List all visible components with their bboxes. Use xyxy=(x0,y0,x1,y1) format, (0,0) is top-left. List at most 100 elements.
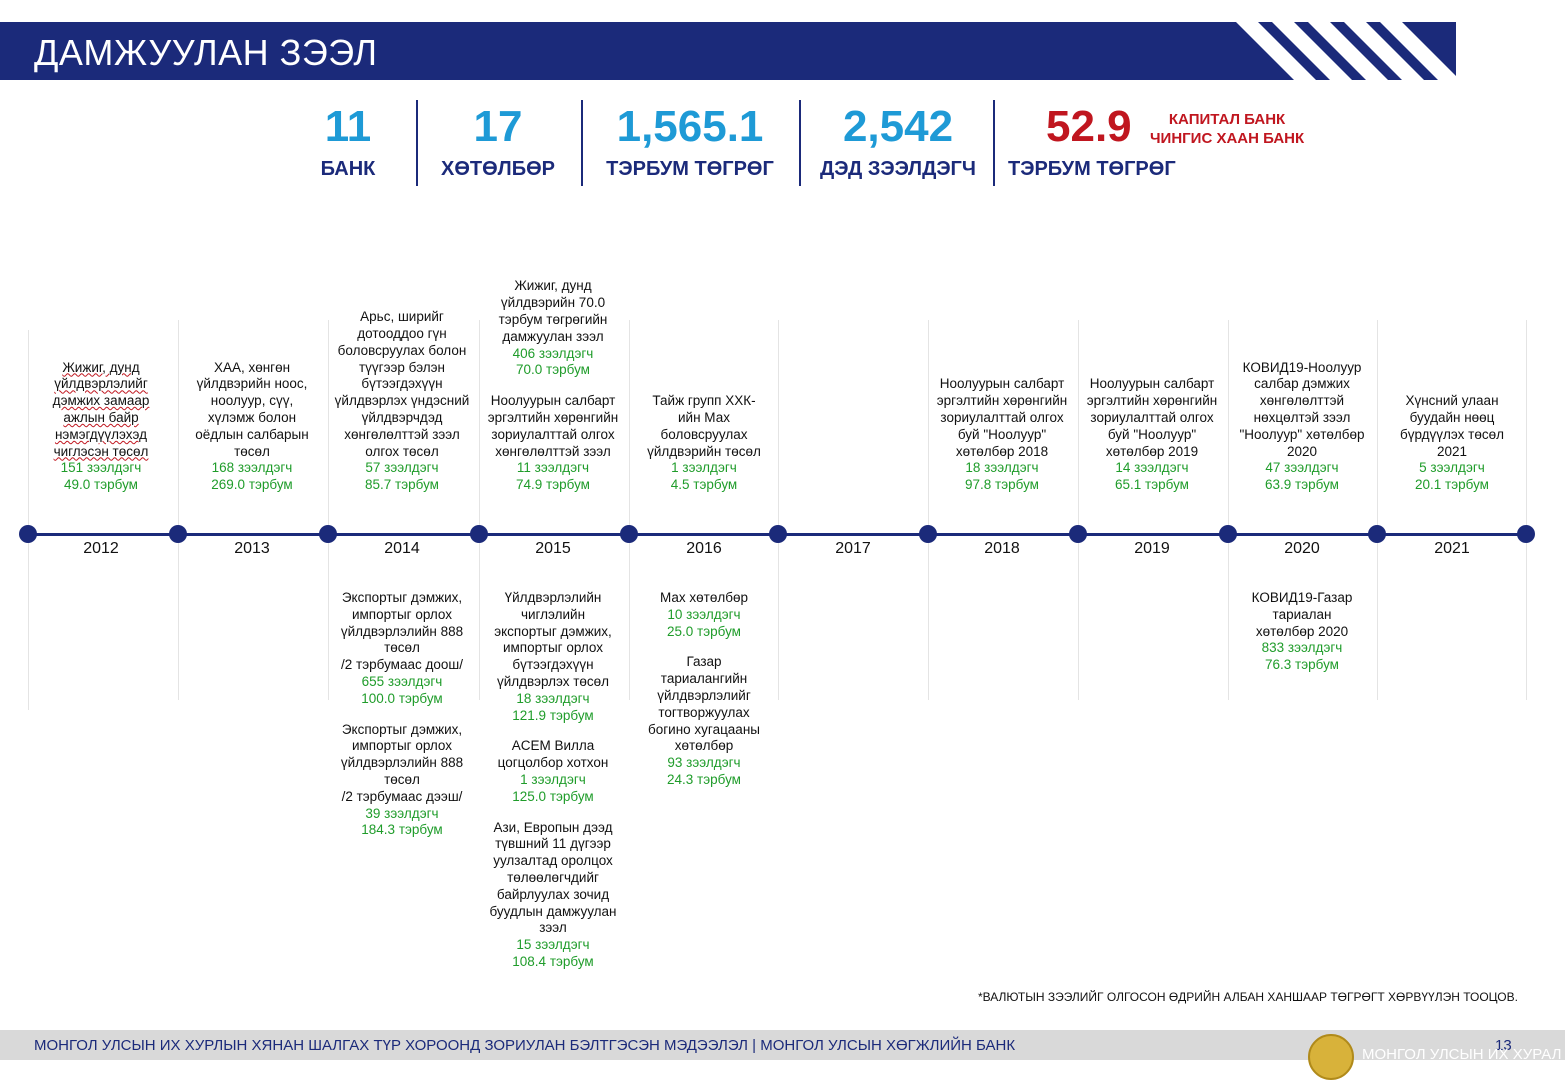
loan-amount: 70.0 тэрбум xyxy=(516,362,590,378)
loan-program: Экспортыг дэмжих, импортыг орлох үйлдвэр… xyxy=(328,590,476,708)
loan-amount: 269.0 тэрбум xyxy=(211,477,293,493)
program-name: Ази, Европын дээд түвшний 11 дүгээр уулз… xyxy=(489,819,617,936)
column-below-2020: КОВИД19-Газар тариалан хөтөлбөр 2020 833 … xyxy=(1228,590,1376,688)
loan-amount: 65.1 тэрбум xyxy=(1115,477,1189,493)
program-name: Ноолуурын салбарт эргэлтийн хөрөнгийн зо… xyxy=(936,376,1068,459)
timeline-dot xyxy=(919,525,937,543)
year-label: 2014 xyxy=(384,540,420,557)
borrower-count: 833 зээлдэгч xyxy=(1261,640,1343,656)
borrower-count: 406 зээлдэгч xyxy=(512,345,594,361)
column-above-2014: Арьс, ширийг дотооддоо гүн боловсруулах … xyxy=(328,309,476,508)
guide-line xyxy=(1526,320,1527,700)
loan-amount: 20.1 тэрбум xyxy=(1415,477,1489,493)
stat-value: 52.9 xyxy=(1046,102,1132,151)
stat-value: 1,565.1 xyxy=(616,102,764,151)
program-name: Экспортыг дэмжих, импортыг орлох үйлдвэр… xyxy=(340,590,464,673)
page-title: ДАМЖУУЛАН ЗЭЭЛ xyxy=(34,32,378,73)
program-name: Мах хөтөлбөр xyxy=(660,590,748,605)
emblem-icon xyxy=(1308,1034,1354,1080)
borrower-count: 655 зээлдэгч xyxy=(361,673,443,689)
timeline-dot xyxy=(470,525,488,543)
loan-program: Ази, Европын дээд түвшний 11 дүгээр уулз… xyxy=(479,820,627,971)
guide-line xyxy=(778,320,779,700)
borrower-count: 47 зээлдэгч xyxy=(1265,460,1339,476)
borrower-count: 1 зээлдэгч xyxy=(671,460,737,476)
borrower-count: 1 зээлдэгч xyxy=(520,771,586,787)
stat-label: ХӨТӨЛБӨР xyxy=(441,158,555,180)
loan-program: Газар тариалангийн үйлдвэрлэлийг тогтвор… xyxy=(630,654,778,788)
borrower-count: 5 зээлдэгч xyxy=(1419,460,1485,476)
stat-0: 11 БАНК xyxy=(288,100,408,182)
guide-line xyxy=(479,320,480,700)
loan-program: Жижиг, дунд үйлдвэрийн 70.0 тэрбум төгрө… xyxy=(479,278,627,379)
bank-tag: КАПИТАЛ БАНК xyxy=(1168,111,1286,128)
banks-note: КАПИТАЛ БАНК ЧИНГИС ХААН БАНК xyxy=(1150,110,1304,148)
bank-tag: ЧИНГИС ХААН БАНК xyxy=(1150,130,1305,147)
stat-1: 17 ХӨТӨЛБӨР xyxy=(418,100,578,182)
timeline-dot xyxy=(1069,525,1087,543)
loan-amount: 49.0 тэрбум xyxy=(64,477,138,493)
loan-amount: 76.3 тэрбум xyxy=(1265,657,1339,673)
loan-amount: 184.3 тэрбум xyxy=(361,822,443,838)
footer-text: МОНГОЛ УЛСЫН ИХ ХУРЛЫН ХЯНАН ШАЛГАХ ТҮР … xyxy=(34,1037,1016,1054)
timeline-dot xyxy=(169,525,187,543)
loan-program: Ноолуурын салбарт эргэлтийн хөрөнгийн зо… xyxy=(479,393,627,494)
year-label: 2016 xyxy=(686,540,722,557)
year-label: 2015 xyxy=(535,540,571,557)
stats-row: 11 БАНК 17 ХӨТӨЛБӨР 1,565.1 ТЭРБУМ ТӨГРӨГ 2,54… xyxy=(0,100,1565,190)
program-name: Газар тариалангийн үйлдвэрлэлийг тогтвор… xyxy=(648,654,760,754)
loan-program: Хүнсний улаан буудайн нөөц бүрдүүлэх төс… xyxy=(1378,393,1526,494)
program-name: Тайж групп ХХК- ийн Мах боловсруулах үйл… xyxy=(647,393,761,459)
loan-amount: 4.5 тэрбум xyxy=(670,477,738,493)
guide-line xyxy=(178,320,179,700)
column-above-2016: Тайж групп ХХК- ийн Мах боловсруулах үйл… xyxy=(630,393,778,508)
loan-program: Тайж групп ХХК- ийн Мах боловсруулах үйл… xyxy=(630,393,778,494)
footnote: *ВАЛЮТЫН ЗЭЭЛИЙГ ОЛГОСОН ӨДРИЙН АЛБАН ХА… xyxy=(978,990,1518,1004)
loan-amount: 97.8 тэрбум xyxy=(965,477,1039,493)
loan-amount: 74.9 тэрбум xyxy=(516,477,590,493)
column-below-2014: Экспортыг дэмжих, импортыг орлох үйлдвэр… xyxy=(328,590,476,853)
program-name: Ноолуурын салбарт эргэлтийн хөрөнгийн зо… xyxy=(487,393,619,459)
program-name: ХАА, хөнгөн үйлдвэрийн ноос, ноолуур, сү… xyxy=(195,359,309,459)
page-number: 13 xyxy=(1495,1037,1512,1054)
loan-amount: 108.4 тэрбум xyxy=(512,953,594,969)
loan-program: ХАА, хөнгөн үйлдвэрийн ноос, ноолуур, сү… xyxy=(178,360,326,494)
guide-line xyxy=(1078,320,1079,700)
loan-program: Мах хөтөлбөр 10 зээлдэгч 25.0 тэрбум xyxy=(630,590,778,640)
column-above-2019: Ноолуурын салбарт эргэлтийн хөрөнгийн зо… xyxy=(1078,376,1226,508)
borrower-count: 18 зээлдэгч xyxy=(516,690,590,706)
loan-program: КОВИД19-Ноолуур салбар дэмжих хөнгөлөлтт… xyxy=(1228,360,1376,494)
program-name: Экспортыг дэмжих, импортыг орлох үйлдвэр… xyxy=(340,721,464,804)
program-name: Ноолуурын салбарт эргэлтийн хөрөнгийн зо… xyxy=(1086,376,1218,459)
borrower-count: 18 зээлдэгч xyxy=(965,460,1039,476)
loan-program: Экспортыг дэмжих, импортыг орлох үйлдвэр… xyxy=(328,722,476,840)
stat-separator xyxy=(581,100,583,186)
loan-program: КОВИД19-Газар тариалан хөтөлбөр 2020 833 … xyxy=(1228,590,1376,674)
borrower-count: 168 зээлдэгч xyxy=(211,460,293,476)
year-label: 2018 xyxy=(984,540,1020,557)
stat-separator xyxy=(416,100,418,186)
loan-program: ACEM Вилла цогцолбор хотхон 1 зээлдэгч 125… xyxy=(479,738,627,805)
guide-line xyxy=(928,320,929,700)
loan-program: Ноолуурын салбарт эргэлтийн хөрөнгийн зо… xyxy=(928,376,1076,494)
year-label: 2021 xyxy=(1434,540,1470,557)
guide-line xyxy=(1228,320,1229,700)
column-above-2020: КОВИД19-Ноолуур салбар дэмжих хөнгөлөлтт… xyxy=(1228,360,1376,508)
year-label: 2012 xyxy=(83,540,119,557)
year-label: 2013 xyxy=(234,540,270,557)
timeline-dot xyxy=(19,525,37,543)
header-bar: ДАМЖУУЛАН ЗЭЭЛ xyxy=(0,22,1456,80)
loan-program: Арьс, ширийг дотооддоо гүн боловсруулах … xyxy=(328,309,476,494)
stat-2: 1,565.1 ТЭРБУМ ТӨГРӨГ xyxy=(590,100,790,182)
program-name: КОВИД19-Ноолуур салбар дэмжих хөнгөлөлтт… xyxy=(1239,359,1365,459)
column-above-2018: Ноолуурын салбарт эргэлтийн хөрөнгийн зо… xyxy=(928,376,1076,508)
loan-amount: 85.7 тэрбум xyxy=(365,477,439,493)
footer-bar: МОНГОЛ УЛСЫН ИХ ХУРЛЫН ХЯНАН ШАЛГАХ ТҮР … xyxy=(0,1030,1565,1063)
column-above-2021: Хүнсний улаан буудайн нөөц бүрдүүлэх төс… xyxy=(1378,393,1526,508)
borrower-count: 93 зээлдэгч xyxy=(667,755,741,771)
loan-amount: 125.0 тэрбум xyxy=(512,788,594,804)
stat-3: 2,542 ДЭД ЗЭЭЛДЭГЧ xyxy=(798,100,998,182)
loan-amount: 25.0 тэрбум xyxy=(667,623,741,639)
guide-line xyxy=(629,320,630,700)
timeline-dot xyxy=(769,525,787,543)
